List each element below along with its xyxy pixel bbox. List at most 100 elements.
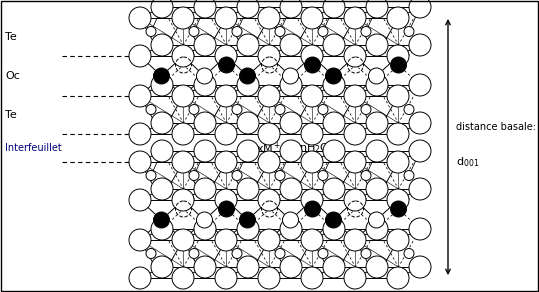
Circle shape [146, 171, 156, 180]
Circle shape [239, 68, 255, 84]
Circle shape [215, 229, 237, 251]
Circle shape [387, 123, 409, 145]
Circle shape [323, 74, 345, 96]
Circle shape [305, 57, 321, 73]
Circle shape [239, 212, 255, 228]
Circle shape [194, 140, 216, 162]
Circle shape [232, 248, 242, 258]
Circle shape [409, 112, 431, 134]
Circle shape [172, 123, 194, 145]
Circle shape [275, 105, 285, 114]
Circle shape [344, 267, 366, 289]
Circle shape [326, 212, 342, 228]
Circle shape [280, 34, 302, 56]
Circle shape [301, 267, 323, 289]
Circle shape [409, 0, 431, 18]
Circle shape [323, 34, 345, 56]
Circle shape [280, 74, 302, 96]
Circle shape [146, 248, 156, 258]
Circle shape [237, 218, 259, 240]
Circle shape [237, 256, 259, 278]
Circle shape [258, 267, 280, 289]
Circle shape [366, 34, 388, 56]
Circle shape [280, 178, 302, 200]
Circle shape [194, 34, 216, 56]
Circle shape [237, 112, 259, 134]
Circle shape [258, 189, 280, 211]
Circle shape [189, 248, 199, 258]
Circle shape [301, 45, 323, 67]
Circle shape [280, 140, 302, 162]
Circle shape [258, 85, 280, 107]
Circle shape [194, 112, 216, 134]
Text: d$_{001}$: d$_{001}$ [456, 155, 479, 169]
Circle shape [215, 7, 237, 29]
Circle shape [361, 105, 371, 114]
Circle shape [344, 229, 366, 251]
Circle shape [366, 74, 388, 96]
Circle shape [215, 189, 237, 211]
Circle shape [218, 57, 234, 73]
Circle shape [369, 212, 384, 228]
Circle shape [218, 201, 234, 217]
Circle shape [197, 68, 212, 84]
Text: xM$^+$: xM$^+$ [256, 140, 282, 156]
Circle shape [409, 256, 431, 278]
Circle shape [237, 74, 259, 96]
Circle shape [154, 212, 169, 228]
Circle shape [237, 0, 259, 18]
Text: distance basale:: distance basale: [456, 122, 536, 132]
Circle shape [323, 178, 345, 200]
Circle shape [318, 248, 328, 258]
Circle shape [409, 74, 431, 96]
Text: Oc: Oc [5, 71, 20, 81]
Circle shape [151, 178, 173, 200]
Circle shape [275, 248, 285, 258]
Circle shape [232, 105, 242, 114]
Circle shape [366, 256, 388, 278]
Circle shape [215, 85, 237, 107]
Circle shape [129, 267, 151, 289]
Circle shape [387, 229, 409, 251]
Circle shape [129, 229, 151, 251]
Text: nH$_2$O: nH$_2$O [299, 141, 329, 155]
Circle shape [172, 229, 194, 251]
Circle shape [280, 112, 302, 134]
Circle shape [369, 68, 384, 84]
Circle shape [194, 256, 216, 278]
Circle shape [237, 34, 259, 56]
Circle shape [258, 229, 280, 251]
Circle shape [275, 171, 285, 180]
Circle shape [129, 123, 151, 145]
Circle shape [301, 85, 323, 107]
Circle shape [404, 171, 414, 180]
Circle shape [323, 140, 345, 162]
Circle shape [282, 212, 299, 228]
Circle shape [409, 140, 431, 162]
Circle shape [172, 151, 194, 173]
Circle shape [129, 189, 151, 211]
Circle shape [409, 218, 431, 240]
Circle shape [129, 45, 151, 67]
Circle shape [232, 27, 242, 36]
Circle shape [366, 0, 388, 18]
Circle shape [189, 171, 199, 180]
Circle shape [129, 7, 151, 29]
Text: Te: Te [5, 32, 17, 42]
Circle shape [301, 7, 323, 29]
Circle shape [194, 218, 216, 240]
Circle shape [194, 178, 216, 200]
Circle shape [258, 45, 280, 67]
Circle shape [305, 201, 321, 217]
Circle shape [194, 74, 216, 96]
Circle shape [146, 105, 156, 114]
Circle shape [189, 27, 199, 36]
Circle shape [151, 112, 173, 134]
Circle shape [151, 74, 173, 96]
Circle shape [344, 151, 366, 173]
Circle shape [323, 256, 345, 278]
Circle shape [237, 140, 259, 162]
Circle shape [151, 34, 173, 56]
Circle shape [318, 171, 328, 180]
Circle shape [387, 85, 409, 107]
